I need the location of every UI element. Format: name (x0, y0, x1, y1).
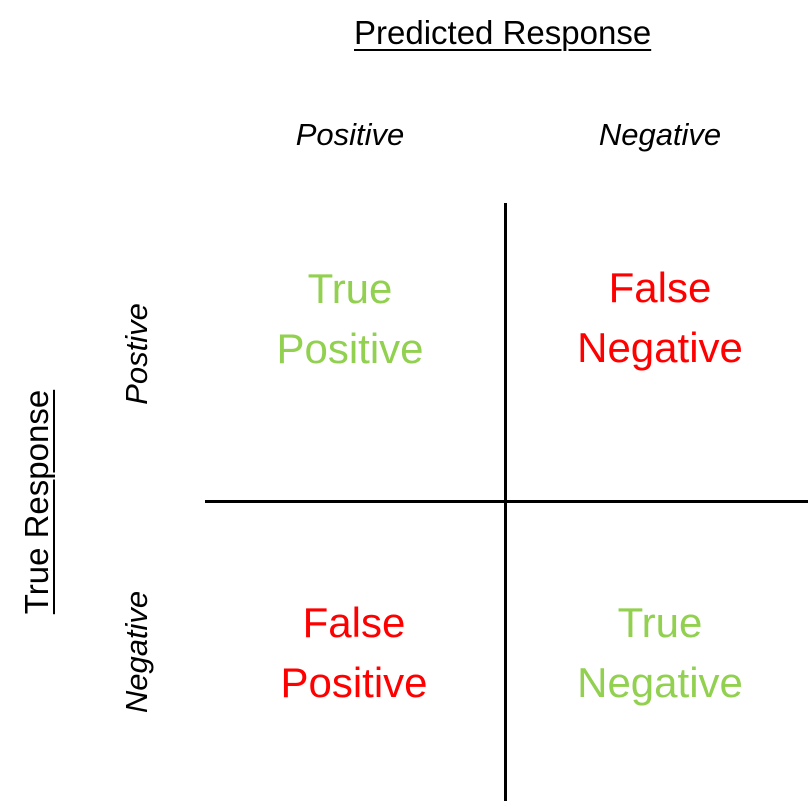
predicted-response-title: Predicted Response (354, 14, 652, 51)
horizontal-divider (205, 500, 808, 503)
cell-true-positive: True Positive (276, 259, 423, 379)
row-label-positive: Postive (119, 303, 154, 405)
cell-true-positive-line2: Positive (276, 325, 424, 372)
cell-true-negative-line1: True (617, 599, 703, 646)
cell-false-negative-line2: Negative (577, 324, 743, 371)
column-label-positive: Positive (295, 117, 405, 152)
cell-false-negative: False Negative (577, 258, 743, 378)
cell-true-positive-line1: True (307, 265, 393, 312)
cell-false-positive-line1: False (302, 599, 406, 646)
cell-true-negative: True Negative (577, 593, 743, 713)
cell-true-negative-line2: Negative (577, 659, 743, 706)
cell-false-positive-line2: Positive (280, 659, 428, 706)
row-label-negative: Negative (119, 590, 154, 714)
cell-false-positive: False Positive (280, 593, 427, 713)
cell-false-negative-line1: False (608, 264, 712, 311)
true-response-title: True Response (18, 389, 55, 615)
column-label-negative: Negative (598, 117, 722, 152)
